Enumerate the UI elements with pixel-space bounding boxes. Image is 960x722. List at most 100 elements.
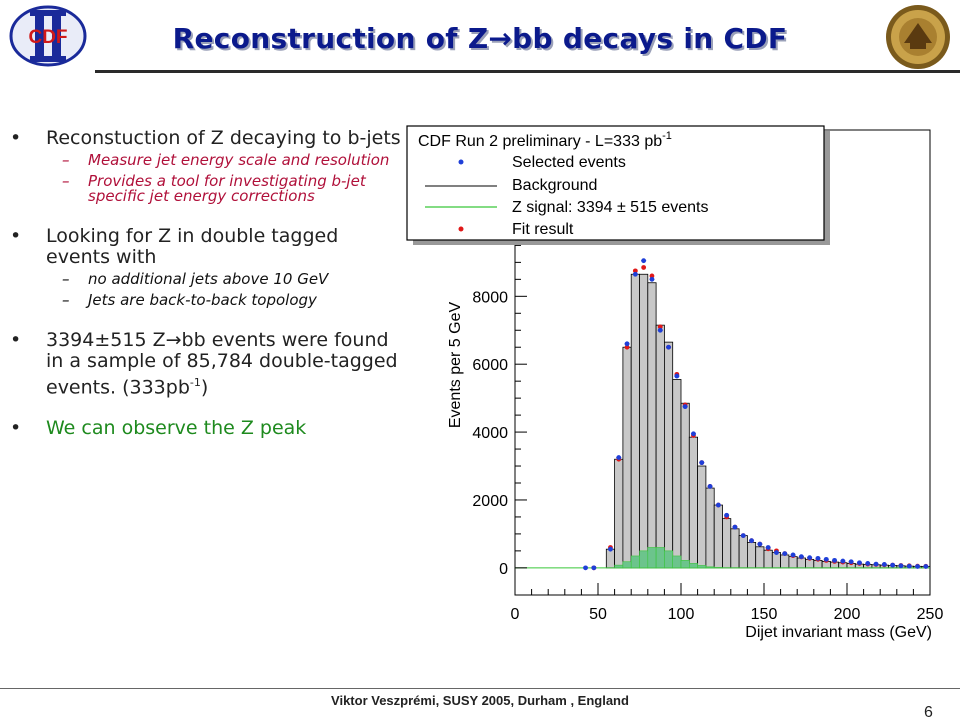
- fit-result-point: [749, 538, 754, 543]
- selected-event-point: [849, 559, 854, 564]
- selected-event-point: [757, 542, 762, 547]
- signal-bar: [681, 560, 689, 567]
- selected-event-point: [724, 513, 729, 518]
- fit-result-point: [608, 545, 613, 550]
- sub-bullet-1-1: –Measure jet energy scale and resolution: [6, 153, 406, 168]
- x-tick-label: 50: [589, 606, 607, 623]
- fit-result-point: [625, 345, 630, 350]
- fit-result-point: [683, 403, 688, 408]
- selected-event-point: [899, 563, 904, 568]
- signal-bar: [648, 547, 656, 567]
- sub-bullet-2-2: –Jets are back-to-back topology: [6, 293, 406, 308]
- background-bar: [756, 547, 764, 568]
- sub-bullet-1-2: –Provides a tool for investigating b-jet…: [6, 174, 406, 204]
- y-tick-label: 2000: [472, 493, 508, 510]
- signal-bar: [706, 567, 714, 568]
- background-bar: [648, 283, 656, 568]
- selected-event-point: [874, 562, 879, 567]
- selected-event-point: [840, 559, 845, 564]
- fit-result-point: [724, 515, 729, 520]
- selected-event-point: [583, 565, 588, 570]
- fit-result-point: [882, 562, 887, 567]
- selected-event-point: [699, 460, 704, 465]
- selected-event-point: [857, 560, 862, 565]
- background-bar: [889, 565, 897, 567]
- signal-bar: [698, 565, 706, 567]
- page-number: 6: [924, 704, 933, 722]
- background-bar: [789, 557, 797, 568]
- fit-result-point: [616, 457, 621, 462]
- fit-result-point: [907, 563, 912, 568]
- fit-result-point: [641, 265, 646, 270]
- background-bar: [764, 550, 772, 568]
- selected-event-point: [766, 545, 771, 550]
- selected-event-point: [791, 553, 796, 558]
- fit-result-point: [757, 542, 762, 547]
- selected-event-point: [708, 484, 713, 489]
- signal-bar: [623, 562, 631, 568]
- background-bar: [631, 274, 639, 568]
- background-bar: [847, 563, 855, 567]
- background-bar: [814, 560, 822, 567]
- background-bar: [615, 459, 623, 568]
- bullet-4: •We can observe the Z peak: [6, 418, 406, 439]
- background-bar: [606, 549, 614, 568]
- selected-event-point: [915, 564, 920, 569]
- fit-result-point: [899, 563, 904, 568]
- selected-event-point: [674, 374, 679, 379]
- fit-result-point: [691, 433, 696, 438]
- selected-event-point: [749, 538, 754, 543]
- legend-background-label: Background: [512, 177, 597, 194]
- selected-event-point: [591, 565, 596, 570]
- x-tick-label: 250: [917, 606, 944, 623]
- background-bar: [623, 347, 631, 568]
- background-bar: [781, 555, 789, 568]
- fit-result-point: [650, 274, 655, 279]
- fit-result-point: [674, 372, 679, 377]
- selected-event-point: [907, 564, 912, 569]
- signal-bar: [631, 556, 639, 568]
- selected-event-point: [865, 561, 870, 566]
- fit-result-point: [816, 557, 821, 562]
- fit-result-point: [741, 533, 746, 538]
- background-bar: [830, 562, 838, 568]
- fit-result-point: [799, 555, 804, 560]
- selected-event-point: [641, 258, 646, 263]
- selected-event-point: [890, 563, 895, 568]
- background-bar: [640, 274, 648, 568]
- background-bar: [822, 561, 830, 567]
- background-bar: [806, 559, 814, 567]
- background-bar: [797, 558, 805, 568]
- background-bar: [681, 403, 689, 568]
- selected-event-point: [650, 277, 655, 282]
- y-tick-label: 6000: [472, 357, 508, 374]
- background-bar: [698, 466, 706, 568]
- title-divider: [95, 70, 960, 73]
- fit-result-point: [890, 563, 895, 568]
- selected-event-point: [882, 562, 887, 567]
- fit-result-point: [766, 546, 771, 551]
- selected-event-point: [774, 550, 779, 555]
- selected-event-point: [807, 555, 812, 560]
- chart-title: CDF Run 2 preliminary - L=333 pb-1: [418, 130, 672, 150]
- footer-text: Viktor Veszprémi, SUSY 2005, Durham , En…: [0, 693, 960, 708]
- fit-result-point: [774, 548, 779, 553]
- selected-event-point: [608, 547, 613, 552]
- selected-event-point: [816, 556, 821, 561]
- fit-result-point: [874, 562, 879, 567]
- background-bar: [714, 505, 722, 568]
- signal-bar: [673, 556, 681, 568]
- legend-selected-marker: [459, 160, 464, 165]
- y-tick-label: 4000: [472, 425, 508, 442]
- background-bar: [747, 542, 755, 567]
- fit-result-point: [733, 525, 738, 530]
- fit-result-point: [807, 556, 812, 561]
- fit-result-point: [782, 551, 787, 556]
- legend: CDF Run 2 preliminary - L=333 pb-1 Selec…: [407, 126, 830, 245]
- selected-event-point: [616, 455, 621, 460]
- legend-fit-marker: [459, 227, 464, 232]
- selected-event-point: [782, 551, 787, 556]
- background-bar: [664, 342, 672, 568]
- bullet-1: •Reconstuction of Z decaying to b-jets: [6, 128, 406, 149]
- background-bar: [880, 565, 888, 568]
